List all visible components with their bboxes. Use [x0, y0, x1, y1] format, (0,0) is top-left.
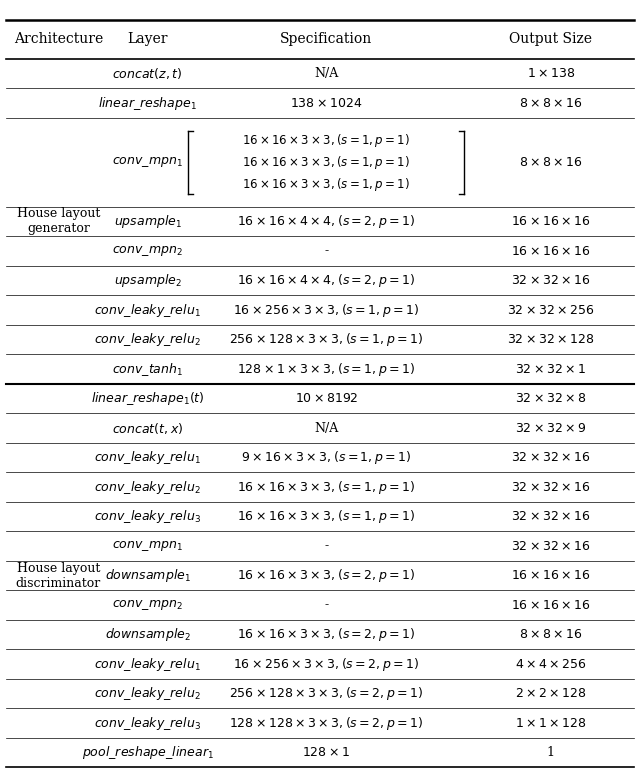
Text: House layout
discriminator: House layout discriminator	[16, 561, 101, 590]
Text: $\mathit{conv\_leaky\_relu}_{3}$: $\mathit{conv\_leaky\_relu}_{3}$	[94, 715, 201, 731]
Text: $\mathit{downsample}_{2}$: $\mathit{downsample}_{2}$	[104, 626, 191, 643]
Text: $16 \times 16 \times 3 \times 3, (s=1, p=1)$: $16 \times 16 \times 3 \times 3, (s=1, p…	[243, 154, 410, 171]
Text: $9 \times 16 \times 3 \times 3, (s=1, p=1)$: $9 \times 16 \times 3 \times 3, (s=1, p=…	[241, 449, 412, 466]
Text: $\mathit{conv\_leaky\_relu}_{2}$: $\mathit{conv\_leaky\_relu}_{2}$	[94, 478, 201, 496]
Text: $\mathit{upsample}_{1}$: $\mathit{upsample}_{1}$	[113, 213, 182, 230]
Text: $32 \times 32 \times 9$: $32 \times 32 \times 9$	[515, 421, 586, 435]
Text: $32 \times 32 \times 1$: $32 \times 32 \times 1$	[515, 363, 586, 376]
Text: $256 \times 128 \times 3 \times 3, (s=1, p=1)$: $256 \times 128 \times 3 \times 3, (s=1,…	[229, 331, 424, 348]
Text: $32 \times 32 \times 256$: $32 \times 32 \times 256$	[507, 304, 595, 316]
Text: -: -	[324, 244, 328, 258]
Text: $\mathit{conv\_leaky\_relu}_{1}$: $\mathit{conv\_leaky\_relu}_{1}$	[94, 655, 201, 673]
Text: -: -	[324, 598, 328, 612]
Text: $16 \times 16 \times 3 \times 3, (s=2, p=1)$: $16 \times 16 \times 3 \times 3, (s=2, p…	[237, 567, 415, 584]
Text: $16 \times 16 \times 3 \times 3, (s=2, p=1)$: $16 \times 16 \times 3 \times 3, (s=2, p…	[237, 626, 415, 643]
Text: $16 \times 16 \times 16$: $16 \times 16 \times 16$	[511, 598, 591, 612]
Text: $32 \times 32 \times 16$: $32 \times 32 \times 16$	[511, 481, 591, 493]
Text: -: -	[324, 539, 328, 553]
Text: $16 \times 16 \times 3 \times 3, (s=1, p=1)$: $16 \times 16 \times 3 \times 3, (s=1, p…	[237, 508, 415, 525]
Text: $16 \times 16 \times 3 \times 3, (s=1, p=1)$: $16 \times 16 \times 3 \times 3, (s=1, p…	[243, 176, 410, 193]
Text: $16 \times 16 \times 3 \times 3, (s=1, p=1)$: $16 \times 16 \times 3 \times 3, (s=1, p…	[237, 478, 415, 496]
Text: $\mathit{conv\_leaky\_relu}_{1}$: $\mathit{conv\_leaky\_relu}_{1}$	[94, 301, 201, 319]
Text: $32 \times 32 \times 16$: $32 \times 32 \times 16$	[511, 510, 591, 523]
Text: $128 \times 1$: $128 \times 1$	[302, 746, 350, 759]
Text: $8 \times 8 \times 16$: $8 \times 8 \times 16$	[519, 628, 582, 641]
Text: $32 \times 32 \times 8$: $32 \times 32 \times 8$	[515, 392, 587, 405]
Text: $\mathit{conv\_mpn}_{1}$: $\mathit{conv\_mpn}_{1}$	[112, 539, 183, 553]
Text: $\mathit{concat}(t,x)$: $\mathit{concat}(t,x)$	[112, 420, 183, 435]
Text: $\mathit{conv\_mpn}_{1}$: $\mathit{conv\_mpn}_{1}$	[112, 155, 183, 169]
Text: $\mathit{conv\_leaky\_relu}_{3}$: $\mathit{conv\_leaky\_relu}_{3}$	[94, 508, 201, 525]
Text: $16 \times 16 \times 3 \times 3, (s=1, p=1)$: $16 \times 16 \times 3 \times 3, (s=1, p…	[243, 132, 410, 149]
Text: N/A: N/A	[314, 421, 339, 435]
Text: Layer: Layer	[127, 32, 168, 46]
Text: $\mathit{concat}(z,t)$: $\mathit{concat}(z,t)$	[112, 66, 183, 81]
Text: $\mathit{conv\_tanh}_{1}$: $\mathit{conv\_tanh}_{1}$	[112, 361, 183, 377]
Text: $16 \times 256 \times 3 \times 3, (s=2, p=1)$: $16 \times 256 \times 3 \times 3, (s=2, …	[233, 655, 419, 673]
Text: $16 \times 16 \times 16$: $16 \times 16 \times 16$	[511, 569, 591, 582]
Text: $256 \times 128 \times 3 \times 3, (s=2, p=1)$: $256 \times 128 \times 3 \times 3, (s=2,…	[229, 685, 424, 702]
Text: $\mathit{pool\_reshape\_linear}_{1}$: $\mathit{pool\_reshape\_linear}_{1}$	[81, 744, 214, 761]
Text: $\mathit{conv\_mpn}_{2}$: $\mathit{conv\_mpn}_{2}$	[112, 598, 183, 612]
Text: $32 \times 32 \times 16$: $32 \times 32 \times 16$	[511, 274, 591, 287]
Text: $128 \times 128 \times 3 \times 3, (s=2, p=1)$: $128 \times 128 \times 3 \times 3, (s=2,…	[229, 715, 424, 731]
Text: $16 \times 256 \times 3 \times 3, (s=1, p=1)$: $16 \times 256 \times 3 \times 3, (s=1, …	[233, 301, 419, 319]
Text: $\mathit{conv\_leaky\_relu}_{1}$: $\mathit{conv\_leaky\_relu}_{1}$	[94, 449, 201, 466]
Text: $10 \times 8192$: $10 \times 8192$	[294, 392, 358, 405]
Text: 1: 1	[547, 746, 555, 759]
Text: Output Size: Output Size	[509, 32, 592, 46]
Text: $4 \times 4 \times 256$: $4 \times 4 \times 256$	[515, 658, 587, 670]
Text: N/A: N/A	[314, 67, 339, 80]
Text: $\mathit{linear\_reshape}_{1}(t)$: $\mathit{linear\_reshape}_{1}(t)$	[91, 390, 204, 407]
Text: Specification: Specification	[280, 32, 372, 46]
Text: $1 \times 138$: $1 \times 138$	[527, 67, 575, 80]
Text: $\mathit{downsample}_{1}$: $\mathit{downsample}_{1}$	[104, 567, 191, 584]
Text: $138 \times 1024$: $138 \times 1024$	[290, 96, 362, 110]
Text: $128 \times 1 \times 3 \times 3, (s=1, p=1)$: $128 \times 1 \times 3 \times 3, (s=1, p…	[237, 361, 415, 377]
Text: $32 \times 32 \times 16$: $32 \times 32 \times 16$	[511, 539, 591, 553]
Text: $8 \times 8 \times 16$: $8 \times 8 \times 16$	[519, 96, 582, 110]
Text: $32 \times 32 \times 16$: $32 \times 32 \times 16$	[511, 451, 591, 464]
Text: $1 \times 1 \times 128$: $1 \times 1 \times 128$	[515, 716, 587, 730]
Text: $\mathit{upsample}_{2}$: $\mathit{upsample}_{2}$	[113, 272, 182, 289]
Text: $8 \times 8 \times 16$: $8 \times 8 \times 16$	[519, 156, 582, 169]
Text: $\mathit{linear\_reshape}_{1}$: $\mathit{linear\_reshape}_{1}$	[98, 95, 197, 112]
Text: Architecture: Architecture	[14, 32, 103, 46]
Text: $2 \times 2 \times 128$: $2 \times 2 \times 128$	[515, 687, 587, 700]
Text: $16 \times 16 \times 4 \times 4, (s=2, p=1)$: $16 \times 16 \times 4 \times 4, (s=2, p…	[237, 213, 415, 230]
Text: $16 \times 16 \times 4 \times 4, (s=2, p=1)$: $16 \times 16 \times 4 \times 4, (s=2, p…	[237, 272, 415, 289]
Text: $16 \times 16 \times 16$: $16 \times 16 \times 16$	[511, 244, 591, 258]
Text: $32 \times 32 \times 128$: $32 \times 32 \times 128$	[507, 333, 595, 346]
Text: House layout
generator: House layout generator	[17, 207, 100, 236]
Text: $\mathit{conv\_leaky\_relu}_{2}$: $\mathit{conv\_leaky\_relu}_{2}$	[94, 331, 201, 348]
Text: $\mathit{conv\_leaky\_relu}_{2}$: $\mathit{conv\_leaky\_relu}_{2}$	[94, 685, 201, 702]
Text: $\mathit{conv\_mpn}_{2}$: $\mathit{conv\_mpn}_{2}$	[112, 244, 183, 258]
Text: $16 \times 16 \times 16$: $16 \times 16 \times 16$	[511, 215, 591, 228]
